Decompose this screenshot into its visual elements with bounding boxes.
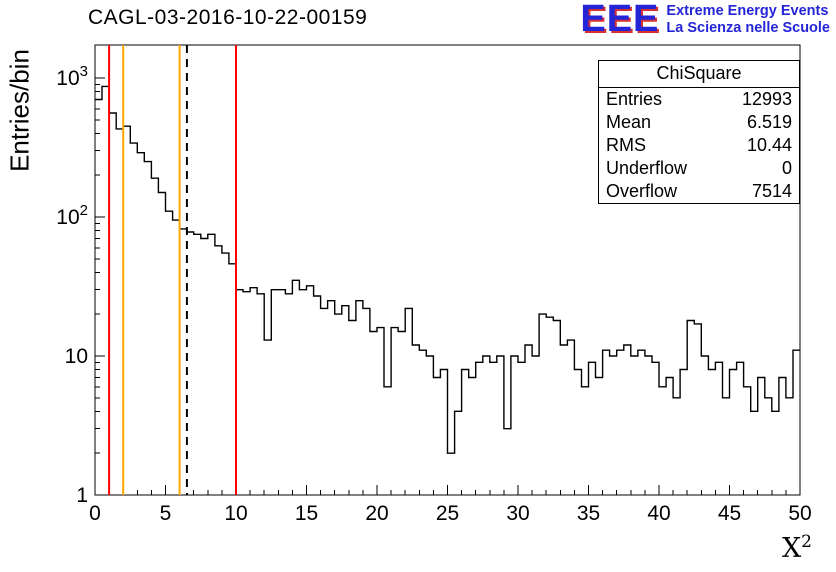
svg-text:102: 102: [56, 202, 88, 229]
eee-logo-caption-1: Extreme Energy Events: [666, 3, 829, 19]
y-axis-ticks: [95, 77, 105, 496]
svg-text:1: 1: [76, 484, 88, 507]
stats-row: Entries 12993: [599, 88, 799, 111]
eee-logo: EEE Extreme Energy Events La Scienza nel…: [580, 0, 830, 40]
stat-value: 0: [781, 158, 792, 178]
stats-row: Overflow 7514: [599, 180, 799, 203]
y-axis-tick-labels: 1 10 102 103: [56, 63, 88, 507]
svg-text:0: 0: [89, 502, 101, 525]
stats-box-title: ChiSquare: [599, 61, 799, 88]
svg-text:40: 40: [647, 502, 670, 525]
plot-title: CAGL-03-2016-10-22-00159: [88, 6, 368, 29]
stat-label: RMS: [606, 135, 646, 155]
stat-label: Entries: [606, 89, 663, 109]
svg-text:50: 50: [788, 502, 811, 525]
svg-text:10: 10: [224, 502, 247, 525]
svg-text:20: 20: [365, 502, 388, 525]
stats-row: Underflow 0: [599, 157, 799, 180]
y-axis-title: Entries/bin: [4, 49, 35, 172]
svg-text:5: 5: [160, 502, 172, 525]
eee-logo-caption-2: La Scienza nelle Scuole: [666, 20, 830, 36]
eee-logo-captions: Extreme Energy Events La Scienza nelle S…: [666, 2, 830, 37]
svg-text:30: 30: [506, 502, 529, 525]
stat-label: Underflow: [606, 158, 688, 178]
svg-text:45: 45: [718, 502, 741, 525]
x-axis-title-base: X: [781, 533, 802, 564]
x-axis-tick-labels: 0 5 10 15 20 25 30 35 40 45 50: [89, 502, 812, 525]
stats-box: ChiSquare Entries 12993 Mean 6.519 RMS 1…: [598, 60, 800, 204]
stats-row: Mean 6.519: [599, 111, 799, 134]
x-axis-title: X2: [782, 532, 812, 564]
stat-value: 7514: [751, 181, 792, 201]
svg-text:35: 35: [577, 502, 600, 525]
marker-lines: [108, 45, 237, 495]
eee-logo-mark: EEE: [580, 0, 660, 40]
svg-text:25: 25: [436, 502, 459, 525]
svg-text:103: 103: [56, 63, 88, 90]
x-axis-ticks: [94, 485, 801, 495]
stat-value: 10.44: [746, 135, 792, 155]
svg-text:15: 15: [295, 502, 318, 525]
stat-label: Mean: [606, 112, 652, 132]
histogram-line: [95, 85, 800, 454]
x-axis-title-exponent: 2: [801, 532, 812, 552]
stats-row: RMS 10.44: [599, 134, 799, 157]
svg-text:10: 10: [65, 345, 88, 368]
stat-value: 12993: [741, 89, 792, 109]
stat-value: 6.519: [746, 112, 792, 132]
stat-label: Overflow: [606, 181, 678, 201]
